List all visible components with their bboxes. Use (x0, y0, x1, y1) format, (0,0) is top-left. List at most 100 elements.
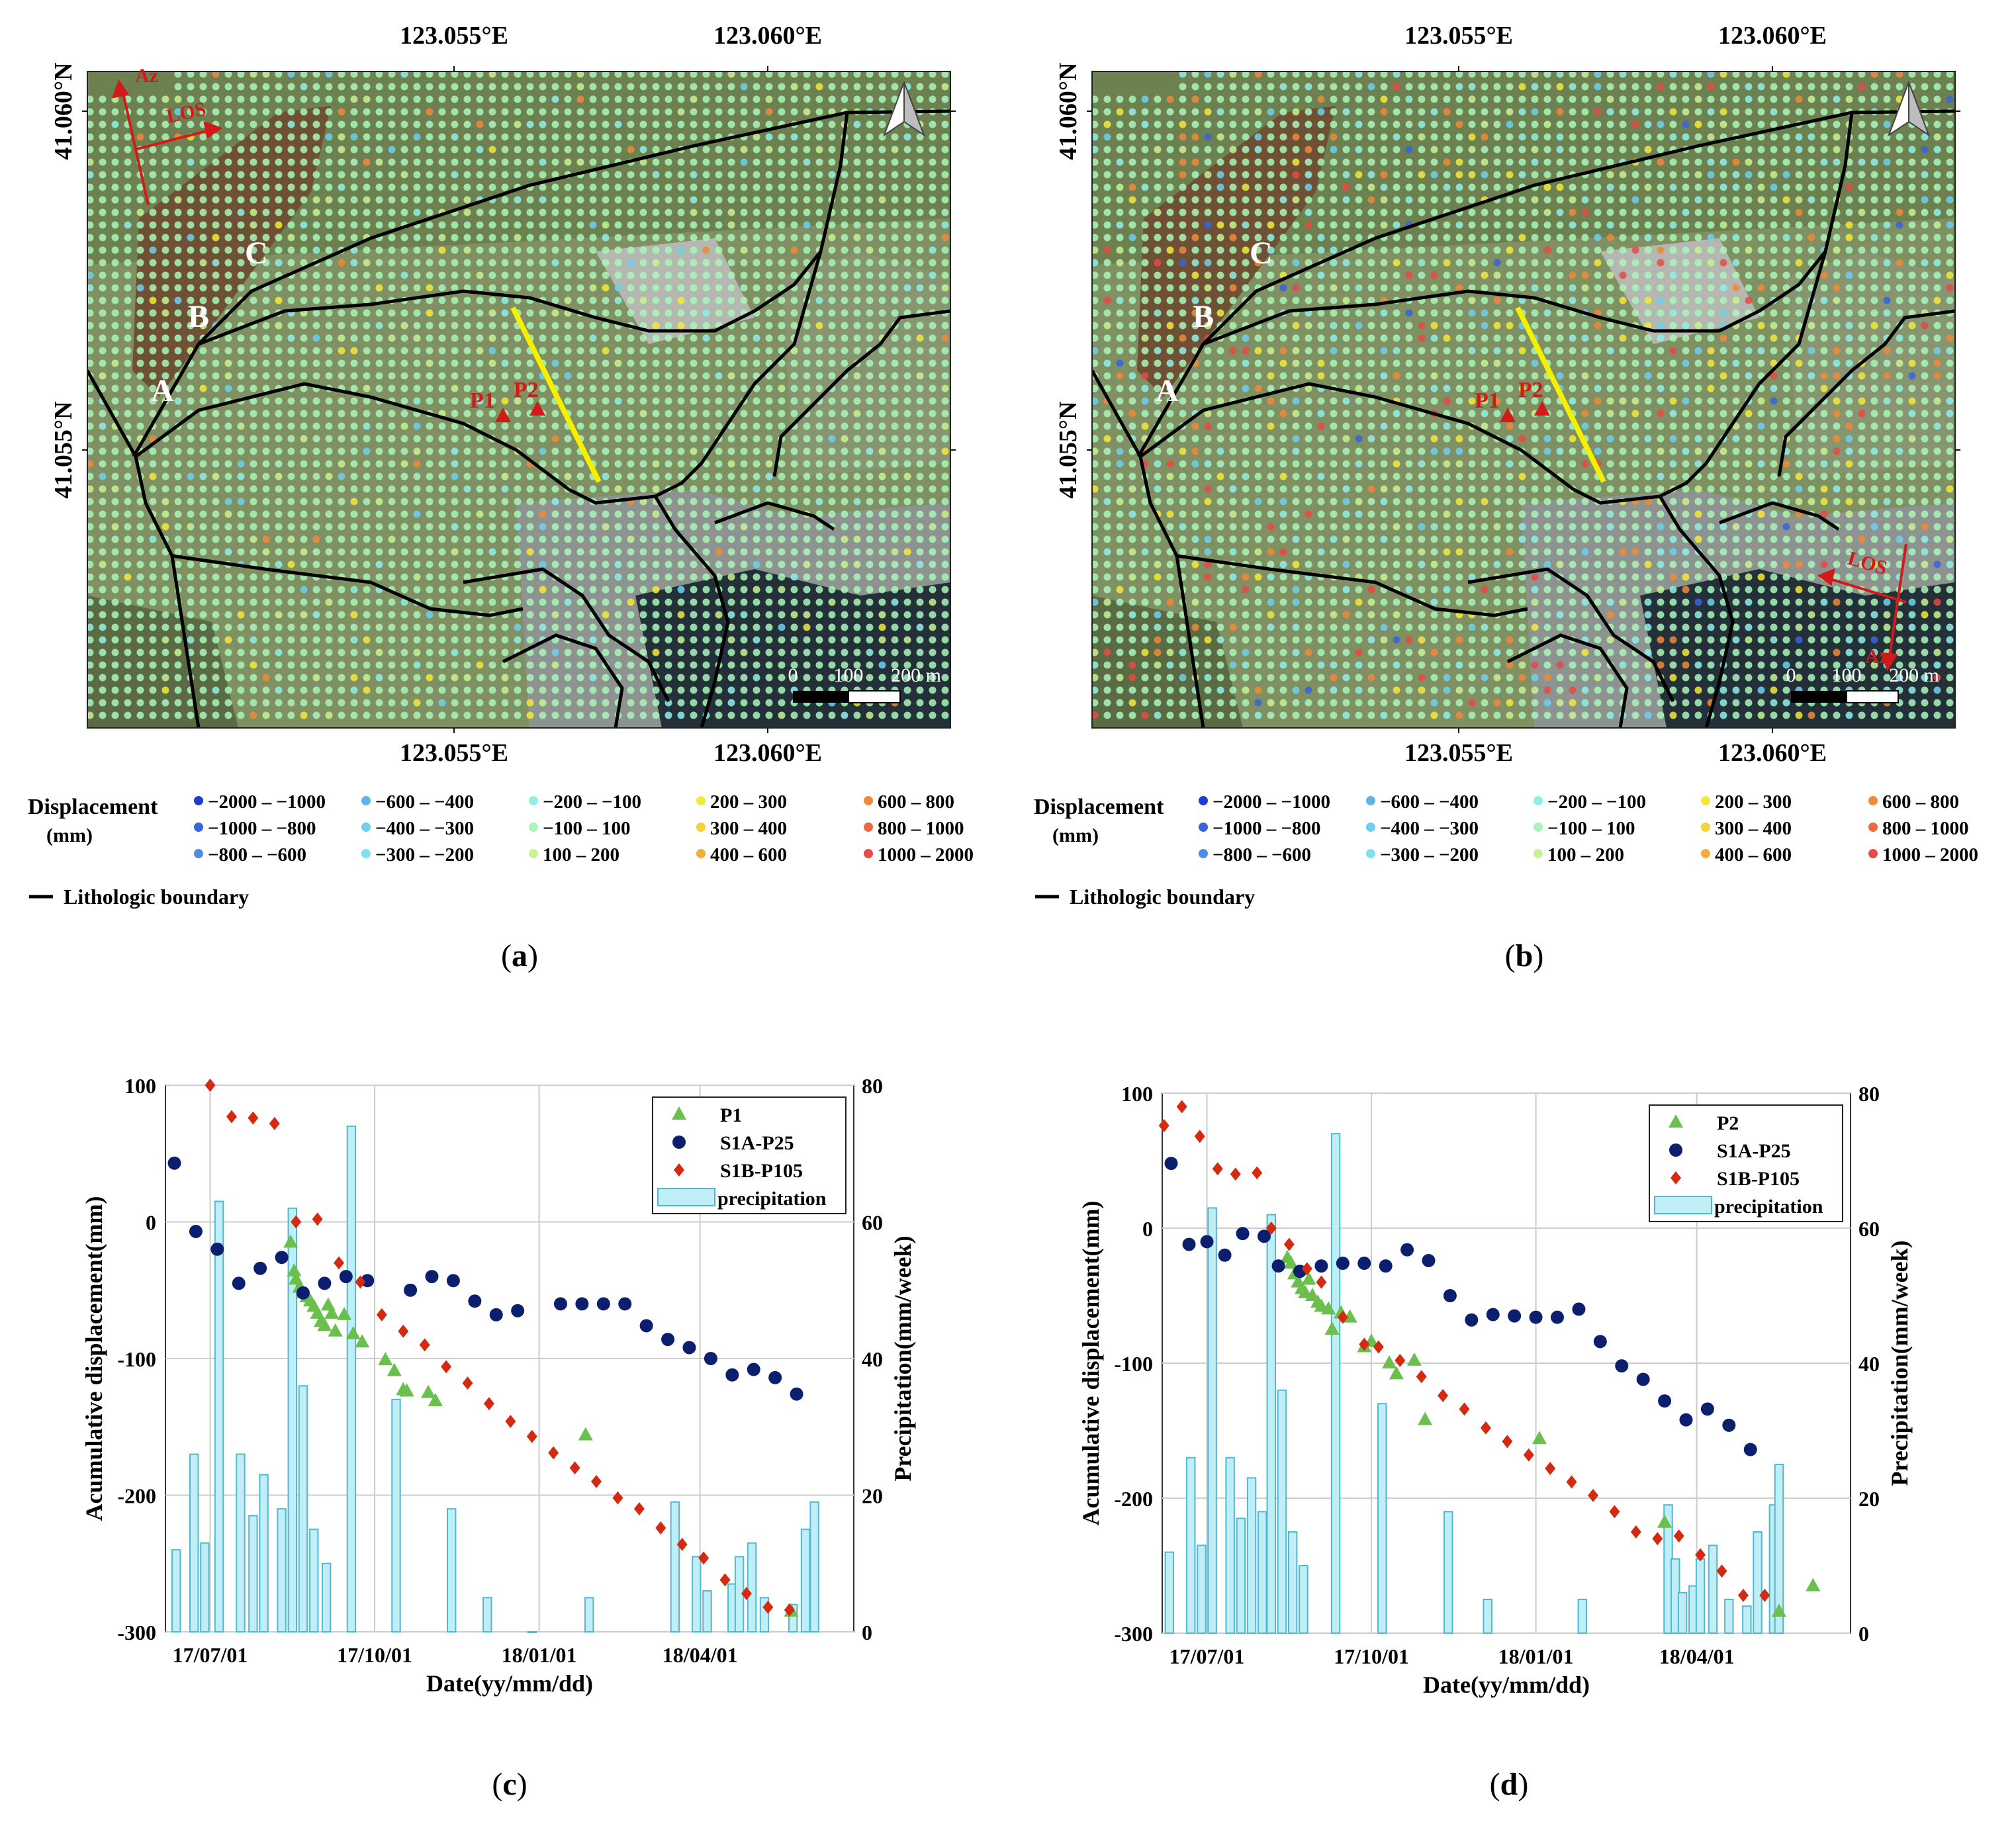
displacement-dot (400, 384, 408, 392)
map-b-imagery (1092, 71, 1955, 728)
displacement-dot (87, 322, 94, 330)
displacement-dot (488, 686, 496, 694)
displacement-dot (1531, 108, 1539, 116)
displacement-dot (1833, 108, 1841, 116)
displacement-dot (1317, 120, 1325, 128)
displacement-dot (136, 560, 144, 568)
displacement-dot (539, 397, 547, 405)
displacement-dot (941, 422, 949, 430)
displacement-dot (1782, 221, 1790, 229)
displacement-dot (664, 636, 672, 644)
displacement-dot (350, 422, 358, 430)
displacement-dot (1393, 259, 1400, 267)
displacement-dot (99, 183, 107, 191)
displacement-dot (1833, 71, 1841, 78)
displacement-dot (363, 347, 371, 355)
displacement-dot (388, 422, 396, 430)
displacement-dot (300, 548, 308, 556)
displacement-dot (1204, 322, 1212, 330)
displacement-dot (589, 120, 597, 128)
displacement-dot (1367, 208, 1375, 216)
displacement-dot (250, 120, 257, 128)
displacement-dot (589, 322, 597, 330)
displacement-dot (87, 234, 94, 242)
displacement-dot (363, 146, 371, 154)
displacement-dot (740, 359, 748, 367)
displacement-dot (866, 183, 874, 191)
displacement-dot (338, 196, 345, 204)
displacement-dot (1543, 259, 1551, 267)
displacement-dot (803, 397, 811, 405)
displacement-dot (388, 661, 396, 669)
displacement-dot (400, 246, 408, 254)
displacement-dot (664, 560, 672, 568)
displacement-dot (1845, 271, 1853, 279)
displacement-dot (350, 171, 358, 179)
displacement-dot (815, 460, 823, 468)
displacement-dot (815, 560, 823, 568)
displacement-dot (1216, 95, 1224, 103)
displacement-dot (778, 611, 786, 619)
displacement-dot (87, 472, 94, 480)
displacement-dot (929, 284, 937, 292)
displacement-dot (463, 485, 471, 493)
displacement-dot (224, 636, 232, 644)
displacement-dot (174, 284, 182, 292)
displacement-dot (1405, 322, 1413, 330)
displacement-dot (250, 648, 257, 656)
displacement-dot (941, 234, 949, 242)
displacement-dot (614, 384, 622, 392)
displacement-dot (878, 259, 886, 267)
displacement-dot (1845, 259, 1853, 267)
displacement-dot (124, 384, 132, 392)
displacement-dot (1229, 183, 1237, 191)
displacement-dot (564, 472, 572, 480)
displacement-dot (1619, 234, 1627, 242)
displacement-dot (690, 460, 698, 468)
displacement-dot (1493, 234, 1501, 242)
displacement-dot (312, 636, 320, 644)
displacement-dot (199, 422, 207, 430)
displacement-dot (325, 636, 333, 644)
displacement-dot (1141, 271, 1149, 279)
displacement-dot (828, 623, 836, 631)
displacement-dot (677, 133, 685, 141)
displacement-dot (866, 384, 874, 392)
displacement-dot (275, 259, 283, 267)
displacement-dot (99, 498, 107, 506)
displacement-dot (702, 435, 710, 443)
displacement-dot (250, 309, 257, 317)
displacement-dot (312, 296, 320, 304)
displacement-dot (1845, 83, 1853, 91)
displacement-dot (1305, 83, 1312, 91)
displacement-dot (463, 359, 471, 367)
displacement-dot (1254, 208, 1262, 216)
displacement-dot (1619, 183, 1627, 191)
displacement-dot (715, 636, 723, 644)
displacement-dot (426, 83, 434, 91)
displacement-dot (803, 208, 811, 216)
displacement-dot (325, 171, 333, 179)
displacement-dot (1267, 208, 1275, 216)
displacement-dot (124, 146, 132, 154)
displacement-dot (639, 422, 647, 430)
displacement-dot (790, 95, 798, 103)
displacement-dot (275, 636, 283, 644)
displacement-dot (161, 208, 169, 216)
displacement-dot (1594, 296, 1602, 304)
displacement-dot (1870, 183, 1878, 191)
displacement-dot (1355, 234, 1363, 242)
displacement-dot (627, 108, 635, 116)
displacement-dot (664, 71, 672, 78)
displacement-dot (275, 485, 283, 493)
displacement-dot (1757, 120, 1765, 128)
displacement-dot (1518, 208, 1526, 216)
displacement-dot (426, 674, 434, 682)
displacement-dot (1418, 208, 1426, 216)
displacement-dot (375, 95, 383, 103)
displacement-dot (690, 661, 698, 669)
displacement-dot (903, 598, 911, 606)
displacement-dot (476, 246, 484, 254)
displacement-dot (589, 435, 597, 443)
displacement-dot (1833, 284, 1841, 292)
